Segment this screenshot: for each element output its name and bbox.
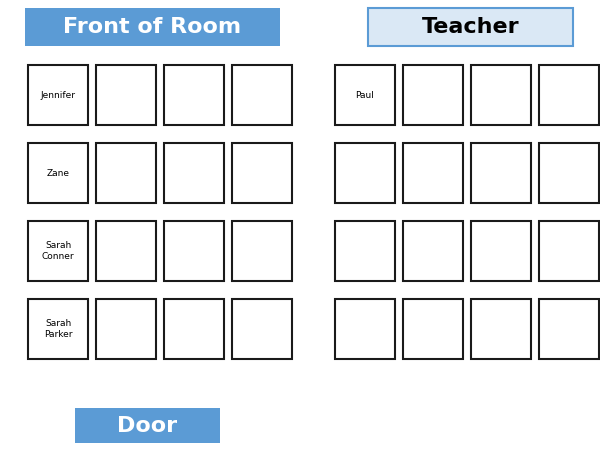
FancyBboxPatch shape xyxy=(232,221,292,281)
Text: Jennifer: Jennifer xyxy=(41,90,76,99)
FancyBboxPatch shape xyxy=(96,143,156,203)
Text: Sarah
Parker: Sarah Parker xyxy=(44,320,72,339)
FancyBboxPatch shape xyxy=(75,408,220,443)
FancyBboxPatch shape xyxy=(335,299,395,359)
FancyBboxPatch shape xyxy=(335,65,395,125)
Text: Door: Door xyxy=(118,415,178,436)
FancyBboxPatch shape xyxy=(403,299,463,359)
FancyBboxPatch shape xyxy=(28,143,88,203)
FancyBboxPatch shape xyxy=(164,299,224,359)
FancyBboxPatch shape xyxy=(471,65,531,125)
FancyBboxPatch shape xyxy=(403,143,463,203)
FancyBboxPatch shape xyxy=(335,143,395,203)
Text: Zane: Zane xyxy=(47,168,70,177)
Text: Paul: Paul xyxy=(356,90,374,99)
FancyBboxPatch shape xyxy=(28,299,88,359)
Text: Teacher: Teacher xyxy=(422,17,520,37)
Text: Sarah
Conner: Sarah Conner xyxy=(41,241,74,261)
FancyBboxPatch shape xyxy=(539,65,599,125)
FancyBboxPatch shape xyxy=(28,65,88,125)
FancyBboxPatch shape xyxy=(471,143,531,203)
FancyBboxPatch shape xyxy=(335,221,395,281)
Text: Front of Room: Front of Room xyxy=(64,17,242,37)
FancyBboxPatch shape xyxy=(164,221,224,281)
FancyBboxPatch shape xyxy=(96,299,156,359)
FancyBboxPatch shape xyxy=(471,221,531,281)
FancyBboxPatch shape xyxy=(232,143,292,203)
FancyBboxPatch shape xyxy=(368,8,573,46)
FancyBboxPatch shape xyxy=(471,299,531,359)
FancyBboxPatch shape xyxy=(96,221,156,281)
FancyBboxPatch shape xyxy=(539,221,599,281)
FancyBboxPatch shape xyxy=(403,65,463,125)
FancyBboxPatch shape xyxy=(403,221,463,281)
FancyBboxPatch shape xyxy=(28,221,88,281)
FancyBboxPatch shape xyxy=(164,143,224,203)
FancyBboxPatch shape xyxy=(539,143,599,203)
FancyBboxPatch shape xyxy=(539,299,599,359)
FancyBboxPatch shape xyxy=(232,65,292,125)
FancyBboxPatch shape xyxy=(25,8,280,46)
FancyBboxPatch shape xyxy=(164,65,224,125)
FancyBboxPatch shape xyxy=(232,299,292,359)
FancyBboxPatch shape xyxy=(96,65,156,125)
